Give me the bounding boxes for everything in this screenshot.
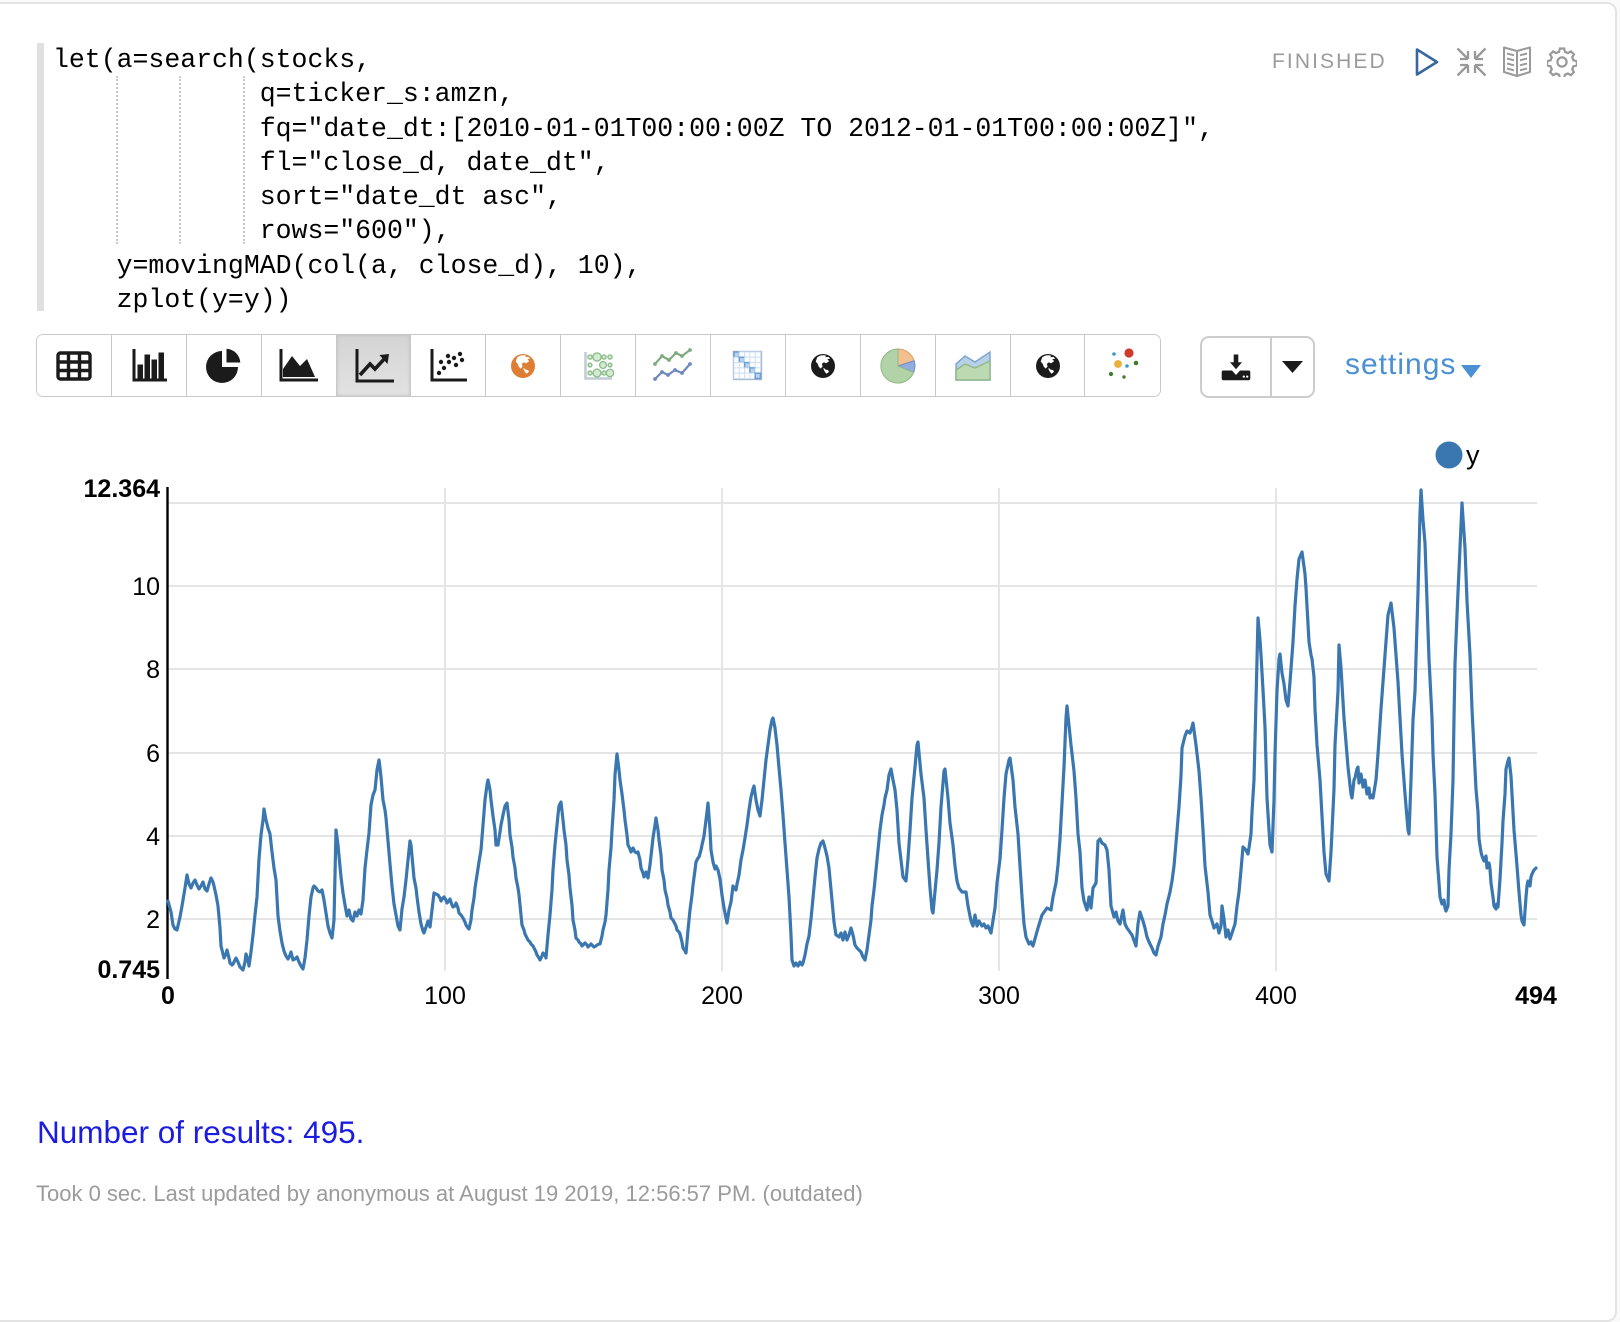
svg-text:8: 8 bbox=[146, 656, 160, 684]
svg-text:10: 10 bbox=[132, 573, 160, 601]
svg-text:100: 100 bbox=[424, 982, 466, 1010]
svg-text:6: 6 bbox=[146, 740, 160, 768]
svg-text:4: 4 bbox=[146, 823, 160, 851]
svg-text:494: 494 bbox=[1515, 982, 1557, 1010]
svg-text:0: 0 bbox=[161, 982, 175, 1010]
svg-text:200: 200 bbox=[701, 982, 743, 1010]
svg-text:400: 400 bbox=[1255, 982, 1297, 1010]
svg-text:300: 300 bbox=[978, 982, 1020, 1010]
svg-text:12.364: 12.364 bbox=[84, 475, 161, 503]
svg-text:y: y bbox=[1466, 440, 1480, 470]
svg-text:0.745: 0.745 bbox=[97, 956, 160, 984]
svg-text:2: 2 bbox=[146, 906, 160, 934]
